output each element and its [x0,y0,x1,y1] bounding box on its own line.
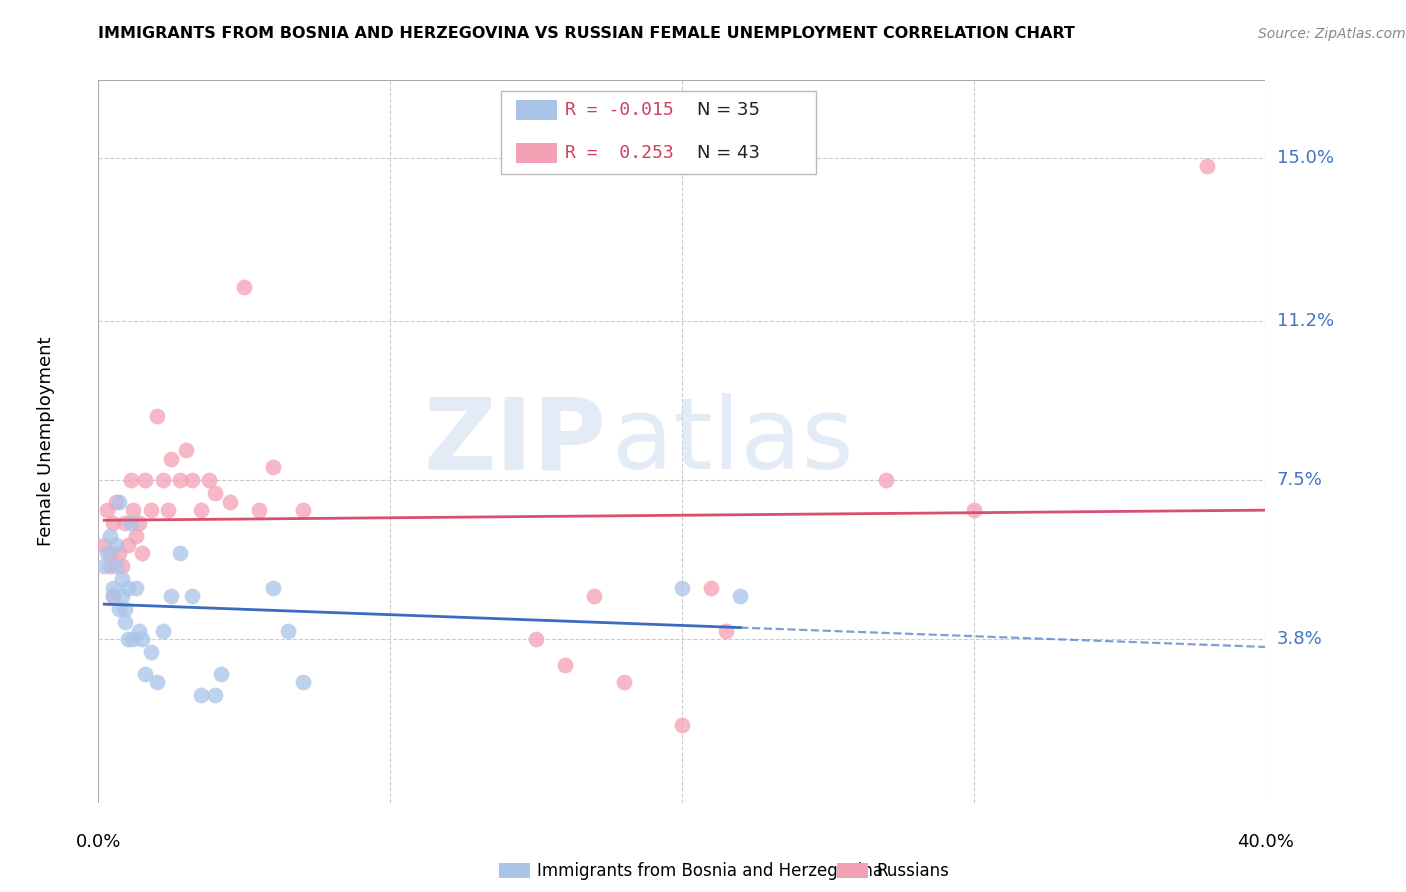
Point [152,473,174,487]
Point [671,718,693,732]
Text: 0.0%: 0.0% [76,833,121,851]
Point [198,473,221,487]
Point [117,581,139,595]
Point [104,559,127,574]
Point [125,529,148,543]
Point [190,688,212,702]
Point [554,658,576,673]
Point [101,516,124,531]
Text: ZIP: ZIP [423,393,606,490]
Point [157,503,180,517]
Text: 40.0%: 40.0% [1237,833,1294,851]
Text: atlas: atlas [612,393,853,490]
Point [730,590,752,604]
Point [262,460,284,475]
FancyBboxPatch shape [501,91,815,174]
Point [291,503,314,517]
Point [277,624,299,638]
Point [122,632,145,647]
Point [204,486,226,500]
Point [134,473,156,487]
Text: IMMIGRANTS FROM BOSNIA AND HERZEGOVINA VS RUSSIAN FEMALE UNEMPLOYMENT CORRELATIO: IMMIGRANTS FROM BOSNIA AND HERZEGOVINA V… [98,26,1076,40]
Point [111,590,134,604]
Point [247,503,270,517]
Point [98,546,121,560]
Text: N = 43: N = 43 [697,145,761,162]
Point [108,546,131,560]
Point [146,675,169,690]
Point [180,473,202,487]
Text: Russians: Russians [876,862,949,880]
Point [101,581,124,595]
Point [114,602,136,616]
Point [108,494,131,508]
Point [209,666,232,681]
Text: Source: ZipAtlas.com: Source: ZipAtlas.com [1258,27,1406,40]
Point [111,572,134,586]
Point [233,279,256,293]
Text: R = -0.015: R = -0.015 [565,101,673,119]
Point [262,581,284,595]
Text: 3.8%: 3.8% [1277,631,1322,648]
Point [101,590,124,604]
FancyBboxPatch shape [516,100,557,120]
Point [671,581,693,595]
Point [218,494,240,508]
Text: Female Unemployment: Female Unemployment [37,337,55,546]
Point [169,546,191,560]
Point [108,602,131,616]
Point [131,632,153,647]
Point [98,529,121,543]
Point [612,675,634,690]
Point [117,538,139,552]
Text: Immigrants from Bosnia and Herzegovina: Immigrants from Bosnia and Herzegovina [537,862,883,880]
Point [128,624,150,638]
Point [111,559,134,574]
Point [104,538,127,552]
Point [93,538,115,552]
Text: 11.2%: 11.2% [1277,312,1334,330]
Point [1195,159,1218,173]
Point [169,473,191,487]
Point [160,590,183,604]
Point [134,666,156,681]
Point [583,590,606,604]
Point [875,473,897,487]
Point [117,632,139,647]
Point [128,516,150,531]
Point [122,503,145,517]
Point [139,503,162,517]
Point [204,688,226,702]
Point [93,559,115,574]
Text: 15.0%: 15.0% [1277,149,1333,167]
Point [104,494,127,508]
Point [152,624,174,638]
FancyBboxPatch shape [516,143,557,163]
Text: 7.5%: 7.5% [1277,471,1323,489]
Point [714,624,737,638]
Point [96,503,118,517]
Point [524,632,547,647]
Point [180,590,202,604]
Point [125,581,148,595]
Point [114,615,136,630]
Point [114,516,136,531]
Point [160,451,183,466]
Point [120,516,142,531]
Point [700,581,723,595]
Point [174,443,197,458]
Point [146,409,169,423]
Point [962,503,984,517]
Point [96,546,118,560]
Point [131,546,153,560]
Point [291,675,314,690]
Point [101,590,124,604]
Text: N = 35: N = 35 [697,101,761,119]
Point [98,559,121,574]
Point [120,473,142,487]
Point [139,645,162,659]
Point [190,503,212,517]
Text: R =  0.253: R = 0.253 [565,145,673,162]
